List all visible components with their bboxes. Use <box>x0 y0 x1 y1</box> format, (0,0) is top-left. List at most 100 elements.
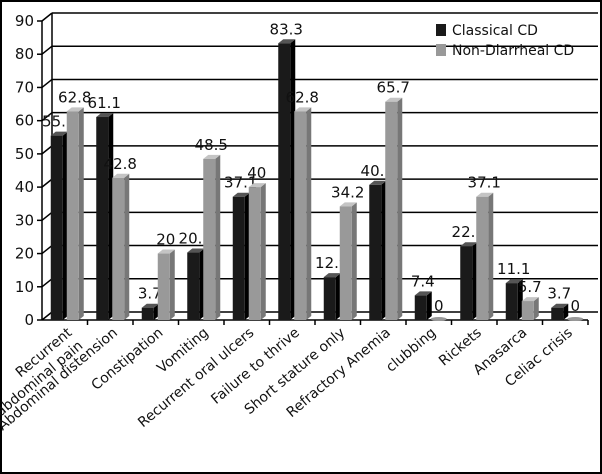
gridline-depth <box>41 12 53 22</box>
data-label: 0 <box>434 297 444 315</box>
gridline-depth <box>41 278 53 288</box>
y-tick-label: 70 <box>15 78 34 96</box>
data-label: 62.8 <box>286 88 319 106</box>
bar <box>414 295 427 320</box>
bar <box>551 307 564 320</box>
bar-top <box>551 303 569 308</box>
bar <box>232 196 245 320</box>
bar <box>141 307 154 320</box>
bar-top <box>203 154 221 159</box>
gridline-depth <box>41 244 53 255</box>
bar-side <box>563 303 569 320</box>
data-label: 3.7 <box>547 285 571 303</box>
bar-top <box>50 131 68 136</box>
bar-top <box>96 113 114 118</box>
y-tick-label: 40 <box>15 178 34 196</box>
bar-side <box>306 107 312 320</box>
bar-side <box>397 97 403 320</box>
bar-top <box>414 291 432 296</box>
data-label: 3.7 <box>138 285 162 303</box>
gridline-depth <box>41 112 53 122</box>
legend-label: Classical CD <box>452 23 538 39</box>
data-label: 48.5 <box>195 136 228 154</box>
bar-top <box>294 107 312 112</box>
bar-side <box>78 107 84 320</box>
y-tick-label: 20 <box>15 245 34 263</box>
bar-top <box>66 107 84 112</box>
y-tick-label: 0 <box>24 311 34 329</box>
data-label: 83.3 <box>270 20 303 38</box>
x-tick-label: clubbing <box>383 325 439 376</box>
bar-side <box>488 192 494 320</box>
bar <box>248 187 261 320</box>
bar-side <box>381 180 387 320</box>
gridline-depth <box>41 78 53 89</box>
gridline-depth <box>41 211 53 221</box>
bar-top <box>369 180 387 185</box>
legend-swatch <box>436 24 446 36</box>
data-label: 61.1 <box>88 94 121 112</box>
bar <box>112 177 125 320</box>
bar <box>369 184 382 320</box>
bar-side <box>124 173 130 320</box>
data-label: 62.8 <box>58 88 91 106</box>
bar-side <box>260 183 266 320</box>
data-label: 0 <box>570 297 580 315</box>
bar-top <box>385 97 403 102</box>
bar <box>430 317 447 321</box>
bar-side <box>62 131 68 320</box>
bar <box>50 135 63 320</box>
bar <box>278 43 291 321</box>
data-label: 7.4 <box>411 272 435 290</box>
bar-top <box>323 273 341 278</box>
data-label: 20 <box>156 231 175 249</box>
bar-side <box>244 192 250 320</box>
y-tick-label: 80 <box>15 45 34 63</box>
bar <box>203 158 216 320</box>
gridline-depth <box>41 45 53 55</box>
bar <box>323 277 336 320</box>
data-label: 37.1 <box>468 174 501 192</box>
bar-top <box>505 279 523 284</box>
bar <box>66 111 79 320</box>
bar-top <box>112 173 130 178</box>
data-label: 65.7 <box>377 79 410 97</box>
bar-top <box>248 183 266 188</box>
bar-top <box>232 192 250 197</box>
bar-side <box>169 249 175 320</box>
bar <box>505 283 518 320</box>
bar <box>460 246 473 320</box>
bar <box>96 117 109 320</box>
data-label: 34.2 <box>331 183 364 201</box>
gridline-depth <box>41 178 53 188</box>
bar-top <box>157 249 175 254</box>
y-tick-label: 60 <box>15 112 34 130</box>
bar-top <box>141 303 159 308</box>
gridline-depth <box>41 145 53 155</box>
bar-top <box>476 192 494 197</box>
bar-side <box>533 297 539 320</box>
bar <box>187 252 200 320</box>
y-tick-label: 50 <box>15 145 34 163</box>
bar-side <box>335 273 341 320</box>
bar <box>339 206 352 320</box>
bar-side <box>199 248 205 320</box>
data-label: 40 <box>247 164 266 182</box>
bar <box>157 253 170 320</box>
bar <box>476 196 489 320</box>
bar-side <box>153 303 159 320</box>
bar-side <box>108 113 114 320</box>
bar-side <box>472 242 478 320</box>
bar-top <box>460 242 478 247</box>
y-tick-label: 10 <box>15 278 34 296</box>
bar-side <box>517 279 523 320</box>
bar <box>385 101 398 320</box>
bar-side <box>290 39 296 321</box>
bar-side <box>426 291 432 320</box>
bar-side <box>215 154 221 320</box>
bar-side <box>351 202 357 320</box>
bar-top <box>187 248 205 253</box>
bar-top <box>521 297 539 302</box>
y-tick-label: 90 <box>15 12 34 30</box>
